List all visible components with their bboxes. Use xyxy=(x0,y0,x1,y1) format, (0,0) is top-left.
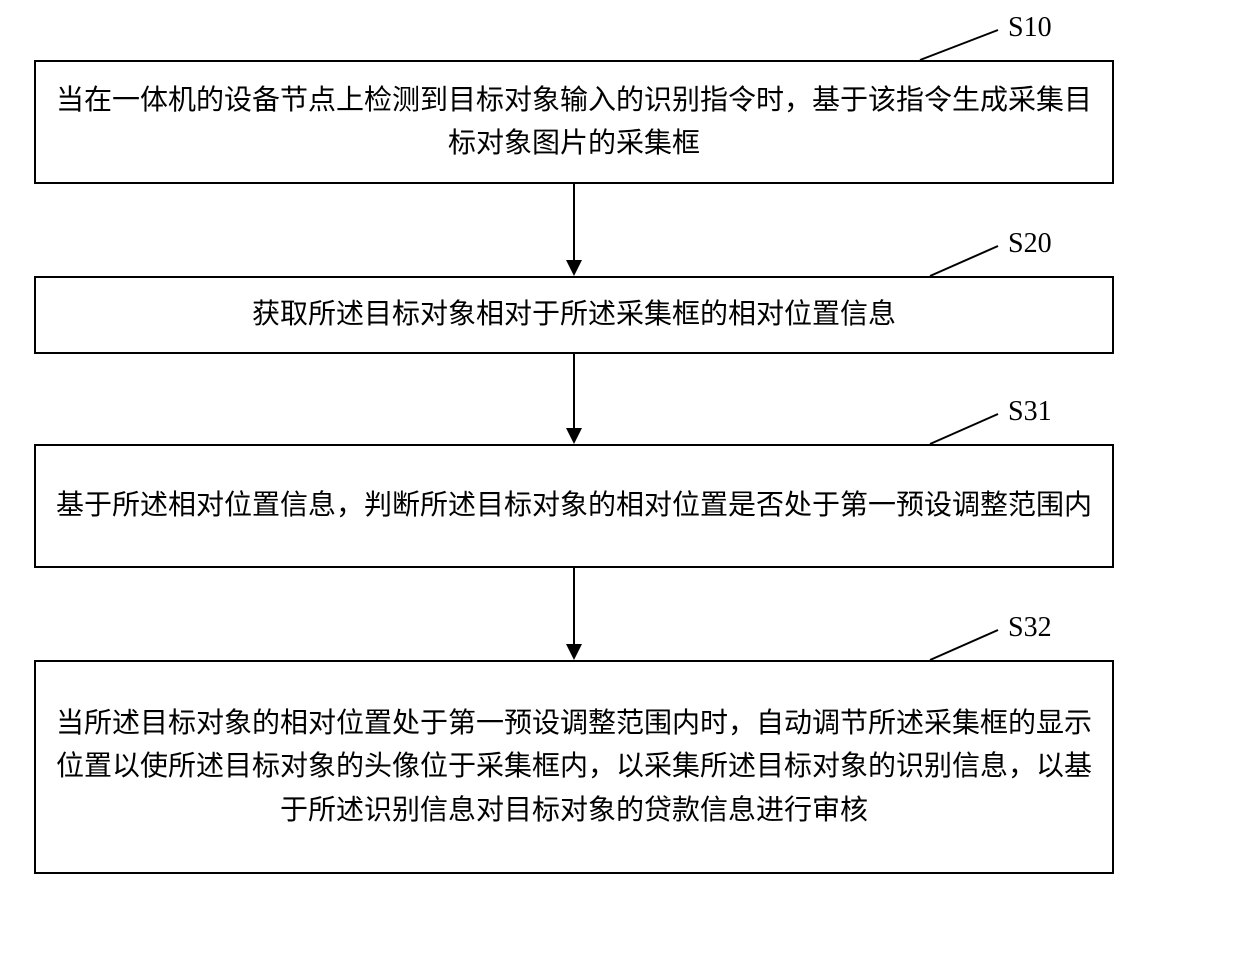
leader-line-s32 xyxy=(0,0,1240,971)
flowchart-canvas: 当在一体机的设备节点上检测到目标对象输入的识别指令时，基于该指令生成采集目标对象… xyxy=(0,0,1240,971)
